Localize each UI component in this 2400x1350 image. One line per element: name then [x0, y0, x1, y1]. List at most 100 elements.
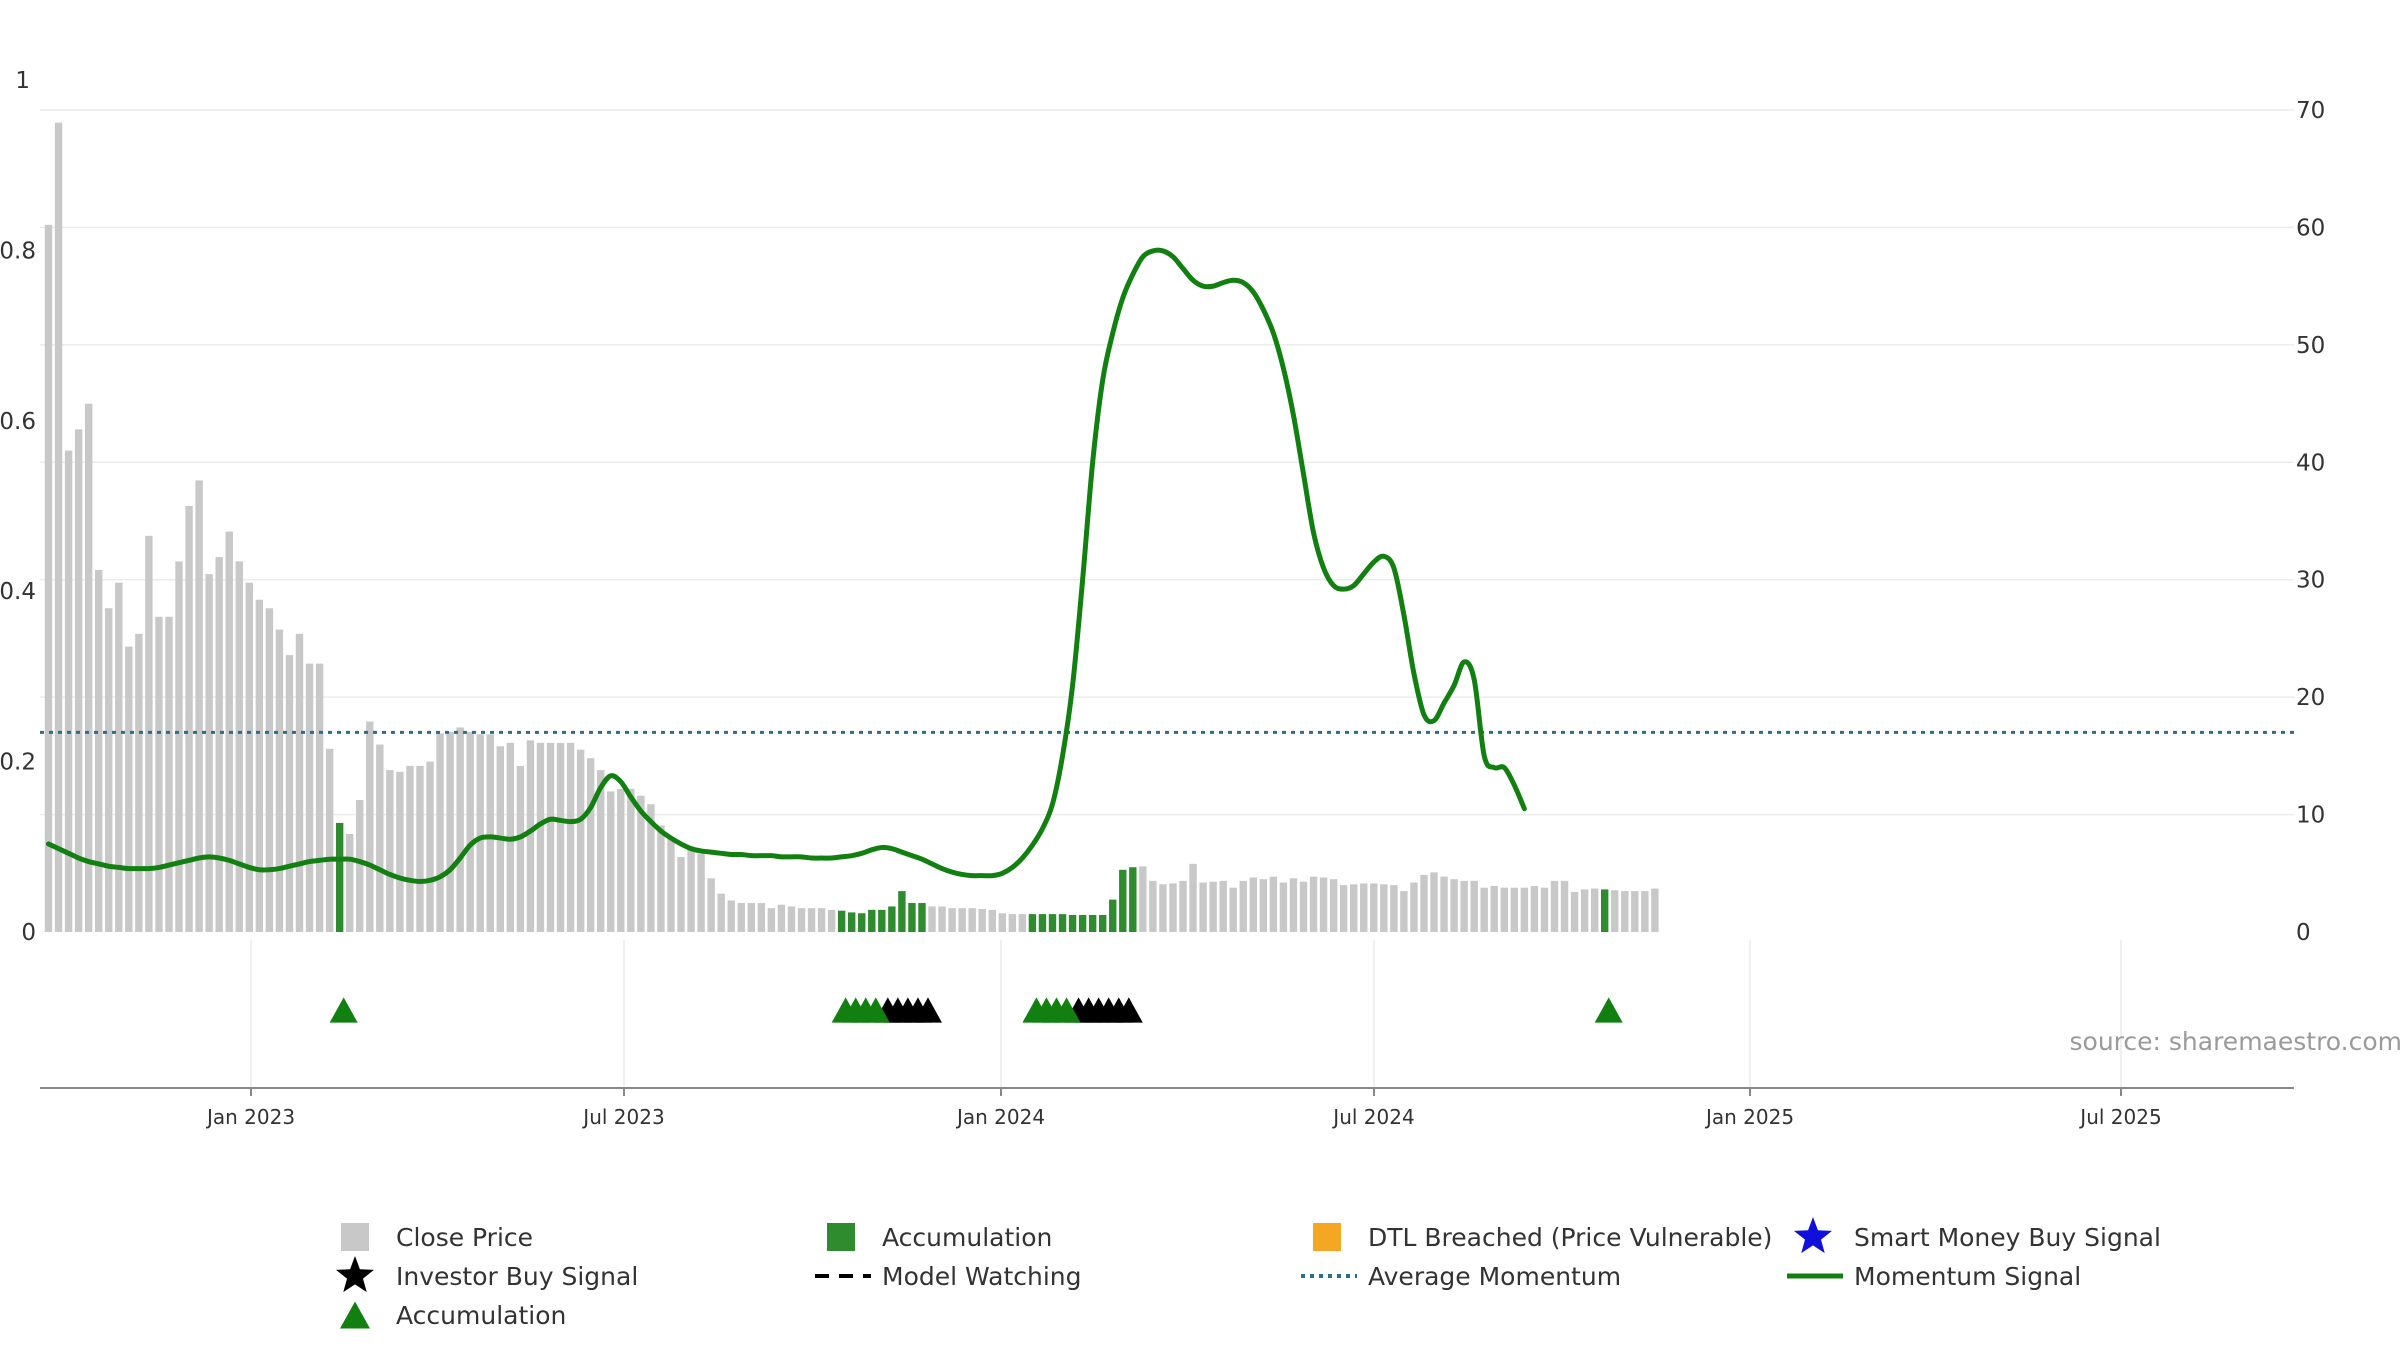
left-tick-label: 1	[15, 68, 30, 94]
price-bar	[285, 655, 294, 932]
price-bar	[406, 765, 414, 932]
price-bar	[115, 582, 123, 932]
legend-smart-money-star-icon	[1793, 1217, 1833, 1254]
price-bar	[1460, 880, 1468, 932]
accumulation-bar	[335, 822, 344, 932]
right-tick-label: 10	[2296, 803, 2325, 829]
legend-accumulation-swatch	[827, 1223, 855, 1251]
accumulation-bar	[868, 909, 876, 932]
price-bar	[1500, 887, 1508, 932]
price-bar	[797, 908, 806, 932]
price-bar	[346, 834, 354, 932]
price-bar	[1420, 874, 1428, 932]
x-tick-label: Jan 2025	[1704, 1105, 1794, 1129]
price-bar	[215, 557, 223, 932]
accumulation-bar	[1601, 889, 1609, 932]
price-bar	[295, 633, 304, 932]
price-bar	[456, 727, 464, 932]
price-bars	[44, 122, 1659, 933]
legend-label: Smart Money Buy Signal	[1854, 1223, 2161, 1252]
price-bar	[1380, 884, 1388, 932]
x-tick-label: Jul 2025	[2078, 1105, 2161, 1129]
price-bar	[1450, 879, 1458, 932]
price-bar	[1309, 876, 1318, 932]
price-bar	[95, 569, 103, 932]
price-bar	[1390, 885, 1398, 932]
price-bar	[978, 908, 986, 932]
legend-label: Close Price	[396, 1223, 533, 1252]
accumulation-bar	[1088, 914, 1097, 932]
accumulation-marker	[1052, 997, 1081, 1023]
price-bar	[54, 122, 63, 933]
price-bar	[185, 506, 193, 932]
price-bar	[717, 893, 725, 932]
left-tick-label: 0.4	[0, 579, 36, 605]
legend-label: Momentum Signal	[1854, 1262, 2081, 1291]
price-bar	[1440, 876, 1448, 932]
price-bar	[1008, 914, 1017, 932]
price-bar	[74, 429, 83, 932]
price-bar	[807, 908, 816, 932]
price-bar	[1530, 885, 1539, 932]
price-bar	[195, 480, 203, 932]
price-bar	[1590, 888, 1599, 932]
x-tick-label: Jul 2023	[581, 1105, 664, 1129]
price-bar	[1189, 863, 1197, 932]
price-bar	[1570, 891, 1579, 932]
accumulation-bar	[1048, 914, 1057, 932]
price-bar	[1329, 879, 1338, 932]
right-tick-label: 60	[2296, 215, 2325, 241]
price-bar	[1520, 887, 1529, 932]
price-bar	[1430, 872, 1438, 932]
price-bar	[727, 900, 735, 932]
left-tick-label: 0	[21, 920, 36, 946]
price-bar	[1219, 880, 1227, 932]
price-bar	[315, 663, 324, 932]
price-bar	[767, 908, 776, 932]
right-tick-label: 20	[2296, 685, 2325, 711]
price-bar	[597, 770, 605, 932]
price-bar	[1299, 881, 1308, 932]
accumulation-bar	[888, 906, 896, 932]
price-bar	[1560, 880, 1569, 932]
x-tick-label: Jan 2024	[955, 1105, 1045, 1129]
price-bar	[1018, 914, 1027, 932]
price-bar	[657, 825, 665, 932]
investor-buy-marker	[913, 997, 942, 1023]
price-bar	[265, 608, 274, 932]
price-bar	[446, 731, 454, 932]
price-bar	[817, 908, 826, 932]
price-bar	[1179, 880, 1187, 932]
price-bar	[436, 733, 444, 932]
right-tick-label: 70	[2296, 98, 2325, 124]
price-bar	[827, 909, 836, 932]
price-bar	[556, 742, 565, 932]
legend-label: Accumulation	[396, 1301, 566, 1330]
accumulation-marker	[329, 997, 358, 1023]
price-bar	[476, 734, 484, 932]
price-bar	[1339, 885, 1348, 932]
left-tick-label: 0.2	[0, 750, 36, 776]
price-bar	[1631, 891, 1639, 932]
price-bar	[566, 742, 575, 932]
price-bar	[1611, 890, 1619, 932]
price-bar	[1540, 887, 1549, 932]
price-bar	[155, 616, 163, 932]
price-bar	[627, 788, 635, 932]
price-bar	[586, 758, 595, 932]
accumulation-bar	[1099, 914, 1107, 932]
accumulation-bar	[837, 910, 846, 932]
price-bar	[1470, 880, 1478, 932]
legend-label: Investor Buy Signal	[396, 1262, 638, 1291]
price-bar	[396, 771, 404, 932]
price-bar	[275, 629, 284, 932]
accumulation-bar	[878, 909, 886, 932]
price-bar	[1580, 889, 1589, 932]
price-bar	[255, 599, 264, 932]
price-bar	[84, 403, 93, 932]
price-bar	[145, 535, 153, 932]
price-bar	[135, 633, 143, 932]
price-bar	[1159, 884, 1167, 932]
right-tick-label: 0	[2296, 920, 2311, 946]
